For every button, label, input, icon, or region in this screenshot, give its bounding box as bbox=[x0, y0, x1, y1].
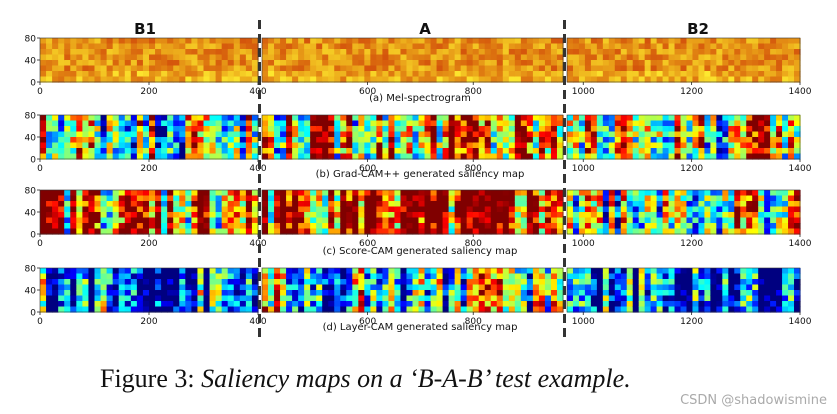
panel-3-heatmap-b2 bbox=[567, 190, 801, 235]
panel-2-frame-b2 bbox=[566, 114, 801, 160]
panel-3-heatmap-a bbox=[262, 190, 564, 235]
panel-4-frame-b2 bbox=[566, 267, 801, 313]
panel-2-xtick-label-b1-0: 0 bbox=[37, 164, 43, 174]
panel-2-ytick-label-40: 40 bbox=[25, 134, 37, 144]
panel-3-xtick-label-b2-1200: 1200 bbox=[680, 239, 703, 249]
panel-3-heatmap-b1 bbox=[40, 190, 259, 235]
panel-2-title: (b) Grad-CAM++ generated saliency map bbox=[316, 169, 525, 180]
panel-3-xtick-label-b1-200: 200 bbox=[140, 239, 157, 249]
panel-4-ytick-label-80: 80 bbox=[25, 265, 37, 275]
panel-3-xtick-label-a-600: 600 bbox=[359, 239, 376, 249]
panel-1-title: (a) Mel-spectrogram bbox=[369, 93, 471, 104]
panel-1-xtick-label-b1-200: 200 bbox=[140, 87, 157, 97]
panel-2-heatmap-b1 bbox=[40, 115, 259, 160]
panel-1-ytick-label-0: 0 bbox=[30, 79, 36, 89]
panel-4-ytick-label-40: 40 bbox=[25, 287, 37, 297]
figure-caption: Figure 3: Saliency maps on a ‘B-A-B’ tes… bbox=[100, 364, 760, 394]
panel-4-xtick-label-b2-1200: 1200 bbox=[680, 317, 703, 327]
panel-1-heatmap-b1 bbox=[40, 38, 259, 83]
panel-1-heatmap-a bbox=[262, 38, 564, 83]
panel-2-xtick-label-a-600: 600 bbox=[359, 164, 376, 174]
panel-4-xtick-label-a-600: 600 bbox=[359, 317, 376, 327]
panel-3-xtick-label-a-800: 800 bbox=[465, 239, 482, 249]
panel-2-heatmap-a bbox=[262, 115, 564, 160]
panel-4-title: (d) Layer-CAM generated saliency map bbox=[323, 322, 518, 333]
panel-2-ytick-label-0: 0 bbox=[30, 156, 36, 166]
panel-4-xtick-label-b2-1400: 1400 bbox=[789, 317, 812, 327]
panel-3-ytick-label-0: 0 bbox=[30, 231, 36, 241]
panel-1-frame-a bbox=[261, 37, 564, 83]
panel-4-heatmap-b2 bbox=[567, 268, 801, 313]
panel-3-ytick-label-80: 80 bbox=[25, 187, 37, 197]
panel-1-ytick-label-40: 40 bbox=[25, 57, 37, 67]
panel-3-xtick-label-b1-0: 0 bbox=[37, 239, 43, 249]
panel-2-ytick-label-80: 80 bbox=[25, 112, 37, 122]
panel-2-xtick-label-b1-200: 200 bbox=[140, 164, 157, 174]
segment-header-b1: B1 bbox=[134, 20, 156, 38]
panel-3-frame-b2 bbox=[566, 189, 801, 235]
panel-2-xtick-label-b2-1400: 1400 bbox=[789, 164, 812, 174]
panel-3-xtick-label-b2-1000: 1000 bbox=[572, 239, 595, 249]
panel-3-xtick-label-b2-1400: 1400 bbox=[789, 239, 812, 249]
panel-4-heatmap-a bbox=[262, 268, 564, 313]
panel-1-xtick-label-b2-1200: 1200 bbox=[680, 87, 703, 97]
panel-4-ytick-label-0: 0 bbox=[30, 309, 36, 319]
caption-prefix: Figure 3: bbox=[100, 364, 195, 393]
panel-3-title: (c) Score-CAM generated saliency map bbox=[323, 246, 518, 257]
panel-4-xtick-label-a-800: 800 bbox=[465, 317, 482, 327]
panel-2-xtick-label-b2-1000: 1000 bbox=[572, 164, 595, 174]
caption-text: Saliency maps on a ‘B-A-B’ test example. bbox=[201, 364, 631, 393]
panel-1-xtick-label-b2-1400: 1400 bbox=[789, 87, 812, 97]
panel-1-xtick-label-a-800: 800 bbox=[465, 87, 482, 97]
watermark: CSDN @shadowismine bbox=[680, 393, 827, 408]
panel-2-xtick-label-b2-1200: 1200 bbox=[680, 164, 703, 174]
segment-header-b2: B2 bbox=[687, 20, 709, 38]
panel-4-heatmap-b1 bbox=[40, 268, 259, 313]
panel-3-frame-a bbox=[261, 189, 564, 235]
panel-1-heatmap-b2 bbox=[567, 38, 801, 83]
panel-3-ytick-label-40: 40 bbox=[25, 209, 37, 219]
panel-1-ytick-label-80: 80 bbox=[25, 35, 37, 45]
segment-header-a: A bbox=[419, 20, 431, 38]
panel-1-xtick-label-b2-1000: 1000 bbox=[572, 87, 595, 97]
panel-2-heatmap-b2 bbox=[567, 115, 801, 160]
panel-4-xtick-label-b2-1000: 1000 bbox=[572, 317, 595, 327]
panel-2-xtick-label-a-800: 800 bbox=[465, 164, 482, 174]
panel-1-xtick-label-a-600: 600 bbox=[359, 87, 376, 97]
panel-4-xtick-label-b1-0: 0 bbox=[37, 317, 43, 327]
panel-4-xtick-label-b1-200: 200 bbox=[140, 317, 157, 327]
panel-1-frame-b2 bbox=[566, 37, 801, 83]
panel-1-xtick-label-b1-0: 0 bbox=[37, 87, 43, 97]
